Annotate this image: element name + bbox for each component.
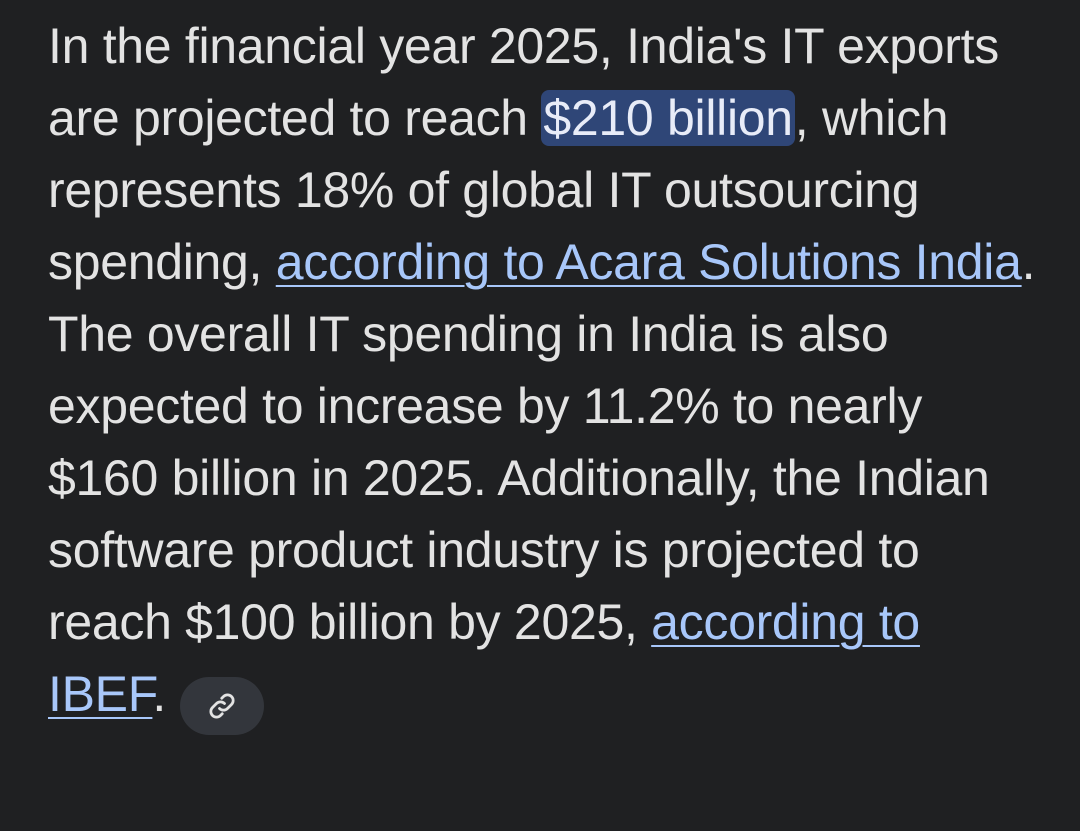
text-segment: .: [152, 666, 166, 722]
source-link-acara[interactable]: according to Acara Solutions India: [275, 234, 1022, 290]
source-link-chip[interactable]: [180, 677, 264, 735]
text-segment: , which represents 18% of global IT outs…: [48, 90, 949, 290]
source-link-ibef[interactable]: according to IBEF: [48, 594, 920, 722]
link-icon: [209, 693, 235, 719]
answer-paragraph: In the financial year 2025, India's IT e…: [48, 10, 1040, 735]
highlighted-figure: $210 billion: [541, 90, 795, 146]
text-segment: In the financial year 2025, India's IT e…: [48, 18, 999, 146]
text-segment: . The overall IT spending in India is al…: [48, 234, 1036, 650]
